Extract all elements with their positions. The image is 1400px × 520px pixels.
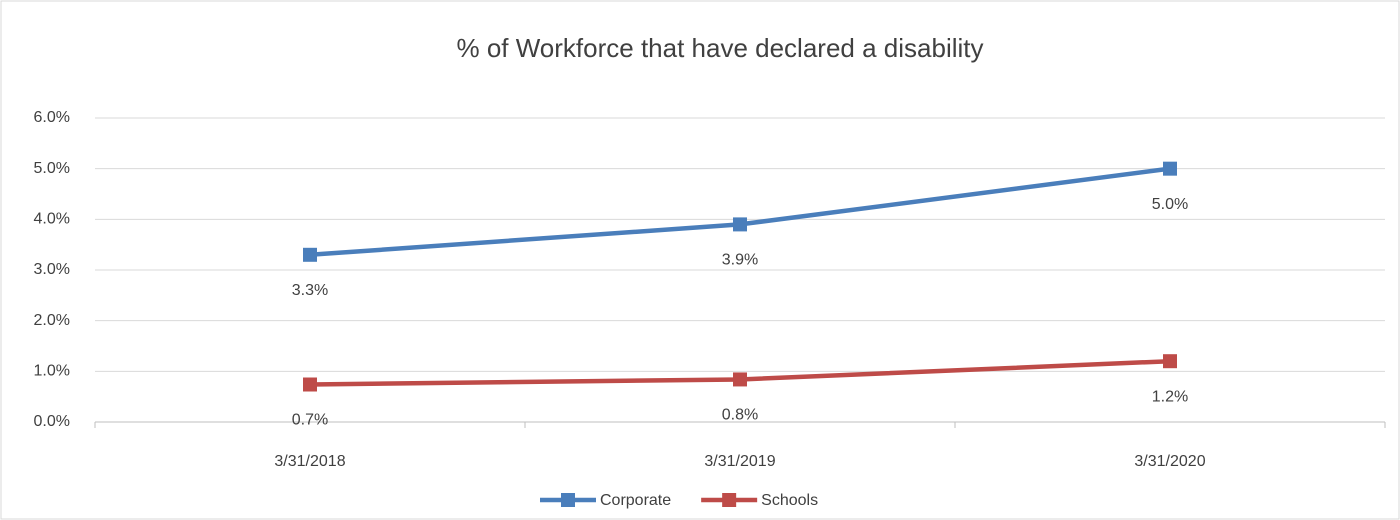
marker xyxy=(303,377,317,392)
marker xyxy=(733,217,747,232)
y-tick-label: 5.0% xyxy=(34,160,70,177)
x-tick-label: 3/31/2019 xyxy=(704,453,775,470)
legend-label: Schools xyxy=(761,492,818,509)
data-label: 3.3% xyxy=(292,282,328,299)
x-tick-label: 3/31/2020 xyxy=(1134,453,1205,470)
x-tick-label: 3/31/2018 xyxy=(274,453,345,470)
y-tick-label: 3.0% xyxy=(34,261,70,278)
marker xyxy=(1163,354,1177,369)
data-label: 1.2% xyxy=(1152,388,1188,405)
chart-title: % of Workforce that have declared a disa… xyxy=(456,33,983,63)
marker xyxy=(733,372,747,387)
y-tick-label: 2.0% xyxy=(34,312,70,329)
y-tick-label: 1.0% xyxy=(34,363,70,380)
legend-marker xyxy=(561,493,575,507)
data-label: 5.0% xyxy=(1152,196,1188,213)
data-label: 0.8% xyxy=(722,407,758,424)
legend-label: Corporate xyxy=(600,492,671,509)
data-label: 0.7% xyxy=(292,412,328,429)
legend-marker xyxy=(722,493,737,507)
data-label: 3.9% xyxy=(722,252,758,269)
y-tick-label: 0.0% xyxy=(34,413,70,430)
marker xyxy=(303,247,317,262)
y-tick-label: 4.0% xyxy=(34,211,70,228)
y-tick-label: 6.0% xyxy=(34,109,70,126)
marker xyxy=(1163,161,1177,176)
